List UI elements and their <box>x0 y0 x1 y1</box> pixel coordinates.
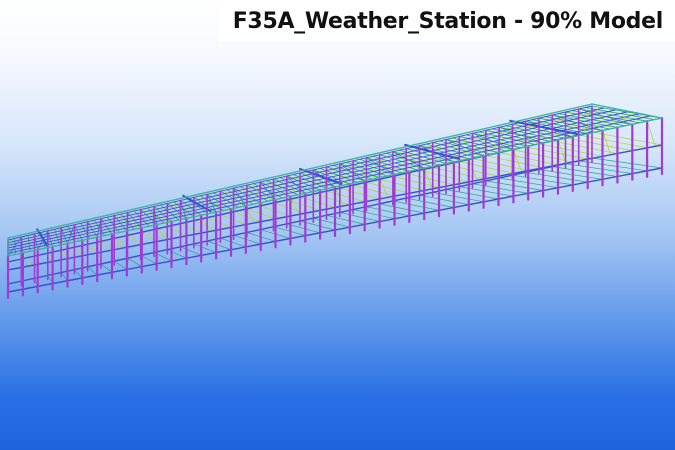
floor-joist <box>433 192 484 201</box>
floor-joist <box>459 187 513 197</box>
floor-joist <box>579 161 647 171</box>
floor-joist <box>194 244 216 253</box>
roof-purlin <box>8 110 615 245</box>
model-title: F35A_Weather_Station - 90% Model <box>233 9 663 34</box>
floor-joist <box>207 241 231 250</box>
floor-joist <box>566 164 633 174</box>
floor-joist <box>473 184 529 194</box>
floor-joist <box>380 179 425 190</box>
floor-joist <box>128 235 142 244</box>
floor-joist <box>74 247 82 256</box>
floor-joist <box>353 185 394 196</box>
floor-joist <box>539 144 603 157</box>
floor-joist <box>539 170 603 180</box>
floor-joist <box>128 258 142 266</box>
floor-joist <box>88 244 98 253</box>
floor-joist <box>340 188 380 199</box>
floor-joist <box>88 267 98 275</box>
floor-joist <box>167 250 186 259</box>
floor-joist <box>114 261 127 269</box>
floor-joist <box>181 247 202 256</box>
floor-joist <box>380 204 425 213</box>
floor-joist <box>579 135 647 148</box>
floor-joist <box>420 170 469 182</box>
floor-joist <box>526 172 588 182</box>
column-brace <box>112 234 120 248</box>
floor-joist <box>327 191 365 202</box>
title-banner: F35A_Weather_Station - 90% Model <box>219 0 675 42</box>
floor-joist <box>406 198 454 207</box>
roof-purlin <box>8 116 650 253</box>
floor-joist <box>366 182 409 193</box>
floor-joist <box>313 194 350 205</box>
floor-joist <box>101 264 112 272</box>
floor-joist <box>167 227 186 236</box>
floor-joist <box>114 238 127 247</box>
floor-joist <box>420 195 469 204</box>
floor-joist <box>353 210 394 219</box>
floor-joist <box>552 167 617 177</box>
floor-joist <box>366 207 409 216</box>
floor-joist <box>207 218 231 228</box>
floor-joist <box>566 138 633 151</box>
floor-joist <box>473 159 529 171</box>
floor-joist <box>74 270 82 278</box>
floor-joist <box>433 168 484 180</box>
floor-joist <box>101 241 112 250</box>
floor-joist <box>393 201 439 210</box>
floor-joist <box>181 224 202 234</box>
